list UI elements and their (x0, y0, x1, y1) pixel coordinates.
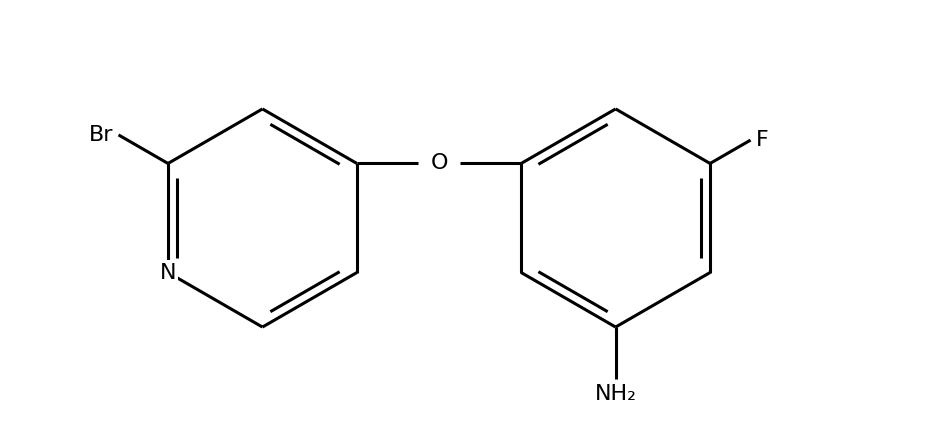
Text: NH₂: NH₂ (594, 384, 637, 404)
Text: N: N (160, 262, 177, 283)
Text: Br: Br (89, 125, 113, 145)
Text: F: F (756, 130, 768, 150)
Text: O: O (431, 153, 447, 174)
